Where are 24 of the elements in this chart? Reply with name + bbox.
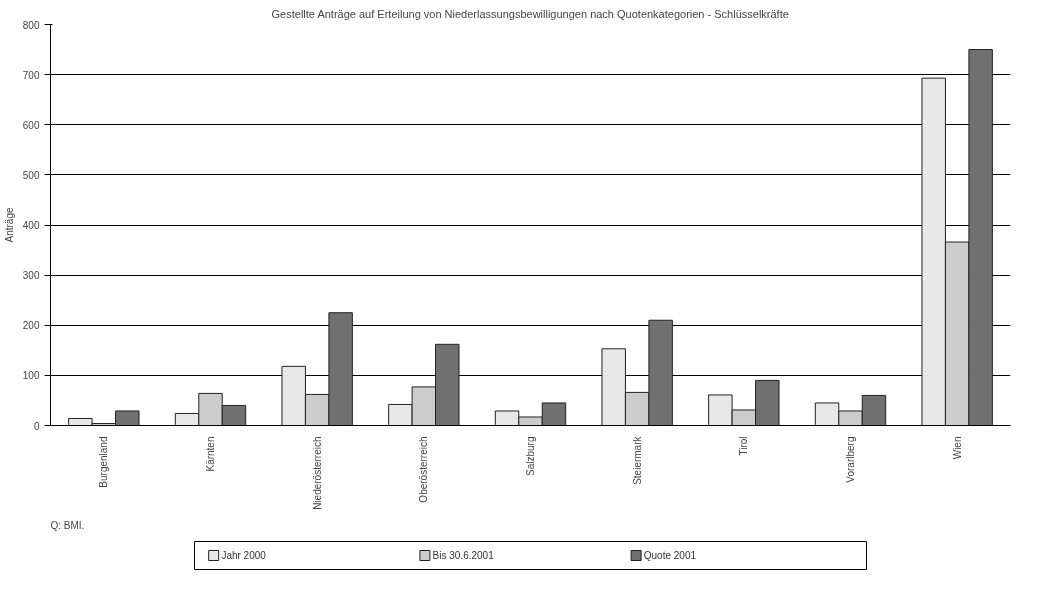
y-tick-label: 800 [22,19,40,31]
chart-title: Gestellte Anträge auf Erteilung von Niederlassungsbewilligungen nach Quotenkategorien - Schlüsselkräfte [271,7,789,20]
y-tick-label: 700 [22,69,40,81]
text: Q: BMI. [50,519,85,531]
y-tick-label: 500 [22,169,40,181]
x-tick-label: Burgenland [98,436,110,488]
x-tick-label: Wien [951,436,963,460]
legend-label: Jahr 2000 [221,550,267,561]
y-axis-title: Anträge [3,207,15,243]
y-tick-label: 200 [22,320,40,332]
x-tick-label: Vorarlberg [845,436,856,483]
x-tick-label: Niederösterreich [311,436,323,510]
x-tick-label: Steiermark [631,435,643,485]
legend-label: Quote 2001 [643,550,697,561]
x-tick-label: Oberösterreich [418,436,430,503]
x-tick-label: Tirol [738,436,750,456]
y-tick-label: 600 [22,119,40,131]
y-tick-label: 400 [22,220,40,231]
legend-label: Bis 30.6.2001 [432,550,495,561]
y-tick-label: 300 [22,270,40,282]
y-tick-label: 0 [33,420,40,432]
y-tick-label: 100 [22,370,40,382]
x-tick-label: Kärnten [205,436,216,472]
x-tick-label: Salzburg [525,436,536,476]
